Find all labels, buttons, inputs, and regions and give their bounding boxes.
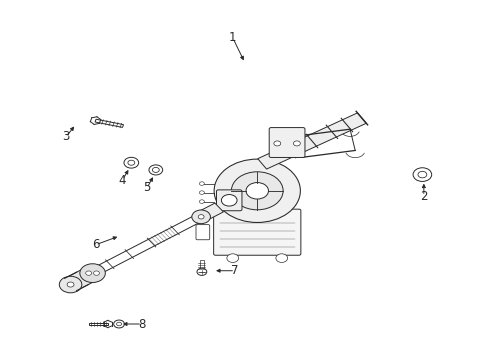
Circle shape: [246, 183, 269, 199]
Circle shape: [199, 200, 204, 203]
Circle shape: [80, 264, 105, 283]
Text: 5: 5: [143, 181, 151, 194]
Circle shape: [274, 141, 281, 146]
Circle shape: [199, 191, 204, 194]
Circle shape: [114, 320, 124, 328]
Circle shape: [117, 322, 122, 326]
Circle shape: [149, 165, 163, 175]
Text: 4: 4: [119, 174, 126, 186]
Polygon shape: [65, 267, 98, 291]
FancyBboxPatch shape: [214, 209, 301, 255]
Text: 6: 6: [92, 238, 99, 251]
Circle shape: [67, 282, 74, 287]
Circle shape: [413, 168, 432, 181]
FancyBboxPatch shape: [269, 127, 305, 157]
Circle shape: [199, 182, 204, 185]
Circle shape: [198, 215, 204, 219]
Polygon shape: [89, 323, 108, 325]
Circle shape: [227, 254, 239, 262]
Circle shape: [197, 268, 207, 275]
Text: 3: 3: [62, 130, 70, 143]
Polygon shape: [258, 113, 367, 169]
Circle shape: [221, 194, 237, 206]
Circle shape: [214, 159, 300, 222]
Circle shape: [152, 167, 159, 172]
Circle shape: [86, 271, 92, 275]
FancyBboxPatch shape: [217, 190, 242, 211]
FancyBboxPatch shape: [196, 225, 210, 240]
Circle shape: [276, 254, 288, 262]
Circle shape: [294, 141, 300, 146]
Circle shape: [94, 271, 99, 275]
Polygon shape: [95, 119, 123, 127]
FancyBboxPatch shape: [200, 260, 204, 272]
Circle shape: [59, 276, 82, 293]
Polygon shape: [68, 213, 204, 288]
Polygon shape: [197, 203, 223, 221]
Text: 8: 8: [138, 318, 146, 330]
Circle shape: [231, 172, 283, 210]
Text: 2: 2: [420, 190, 428, 203]
Circle shape: [124, 157, 139, 168]
Circle shape: [192, 210, 210, 224]
Circle shape: [128, 160, 135, 165]
Circle shape: [418, 171, 427, 178]
Text: 1: 1: [229, 31, 237, 44]
Text: 7: 7: [231, 264, 239, 277]
